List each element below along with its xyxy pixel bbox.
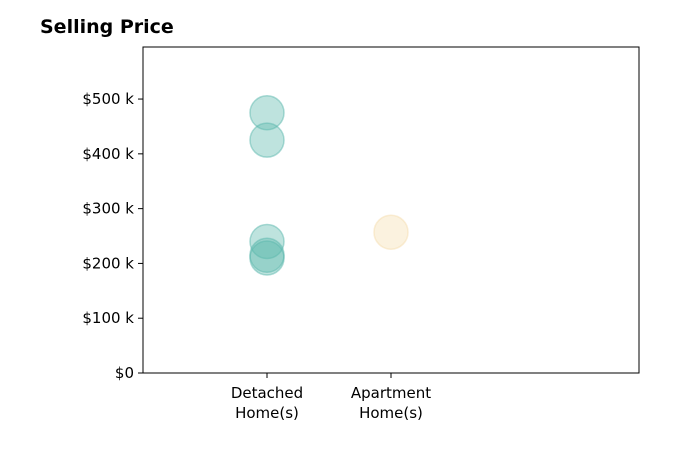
y-tick-label: $300 k: [82, 200, 134, 218]
chart-title: Selling Price: [40, 16, 174, 38]
data-points: [249, 94, 409, 276]
data-point: [249, 240, 285, 276]
y-tick-label: $0: [115, 364, 134, 382]
data-point: [249, 94, 285, 131]
y-tick-label: $400 k: [82, 145, 134, 163]
y-tick-label: $500 k: [82, 90, 134, 108]
y-tick-label: $200 k: [82, 254, 134, 272]
plot-frame: [142, 46, 640, 374]
y-tick-label: $100 k: [82, 309, 134, 327]
data-point: [373, 214, 409, 250]
y-axis: $0 $100 k $200 k $300 k $400 k $500 k: [82, 90, 143, 382]
x-tick-label: Apartment Home(s): [351, 384, 431, 422]
x-axis: Detached Home(s) Apartment Home(s): [231, 373, 431, 422]
x-tick-label: Detached Home(s): [231, 384, 303, 422]
data-point: [249, 122, 285, 158]
